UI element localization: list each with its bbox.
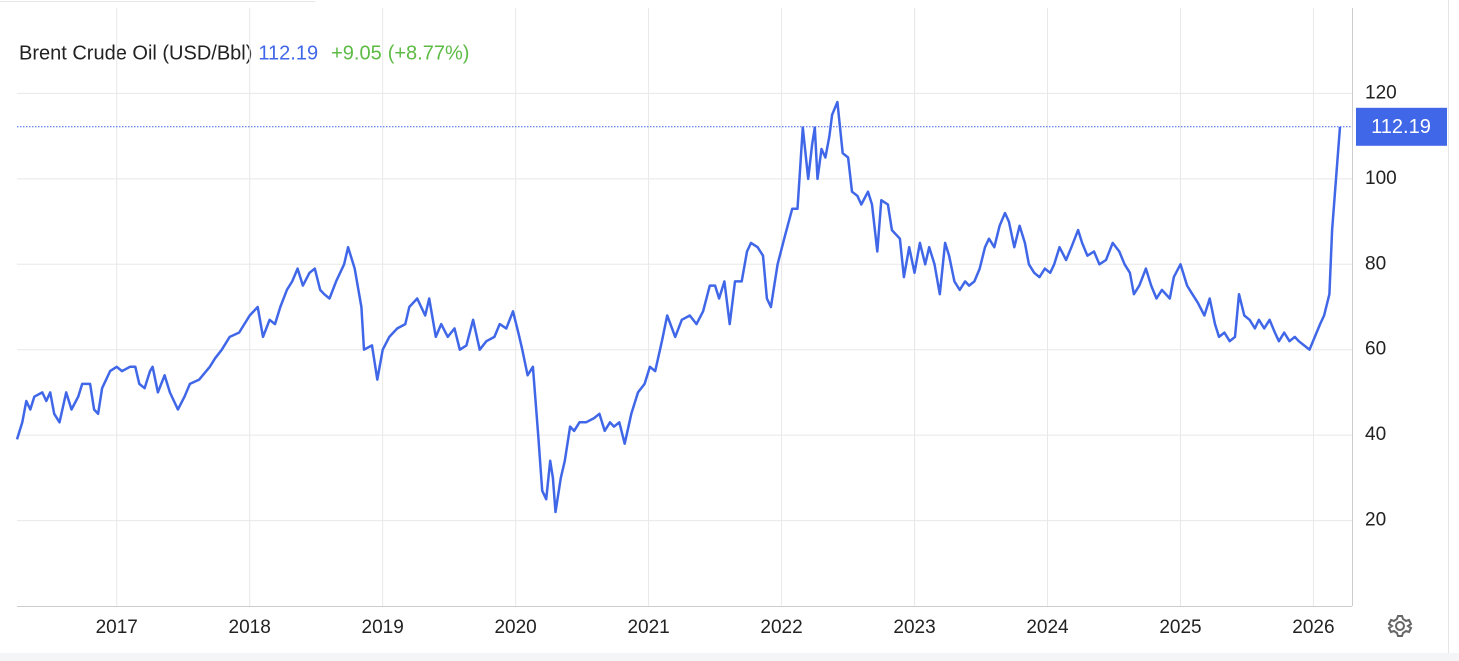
- x-tick-label: 2026: [1292, 617, 1334, 638]
- x-tick-label: 2022: [760, 617, 802, 638]
- price-tag-label: 112.19: [1371, 116, 1431, 138]
- change: +9.05: [331, 42, 382, 64]
- x-tick-label: 2018: [229, 617, 271, 638]
- y-tick-label: 40: [1365, 424, 1386, 445]
- settings-icon[interactable]: [1387, 615, 1413, 637]
- y-tick-label: 60: [1365, 339, 1386, 360]
- last-value: 112.19: [258, 42, 318, 64]
- x-tick-label: 2023: [893, 617, 935, 638]
- x-tick-label: 2017: [96, 617, 138, 638]
- chart-title: Brent Crude Oil (USD/Bbl): [19, 42, 252, 64]
- y-tick-label: 80: [1365, 253, 1386, 274]
- x-tick-label: 2025: [1159, 617, 1201, 638]
- header: Brent Crude Oil (USD/Bbl) 112.19 +9.05 (…: [19, 42, 469, 64]
- y-tick-label: 20: [1365, 510, 1386, 531]
- price-line: [15, 100, 1342, 514]
- x-tick-label: 2019: [362, 617, 404, 638]
- x-tick-label: 2020: [494, 617, 536, 638]
- x-tick-label: 2021: [627, 617, 669, 638]
- x-tick-label: 2024: [1026, 617, 1069, 638]
- bottom-strip: [0, 653, 1459, 661]
- y-tick-label: 100: [1365, 168, 1397, 189]
- change-percent: (+8.77%): [388, 42, 470, 64]
- price-tag: [1356, 107, 1447, 146]
- y-tick-label: 120: [1365, 82, 1397, 103]
